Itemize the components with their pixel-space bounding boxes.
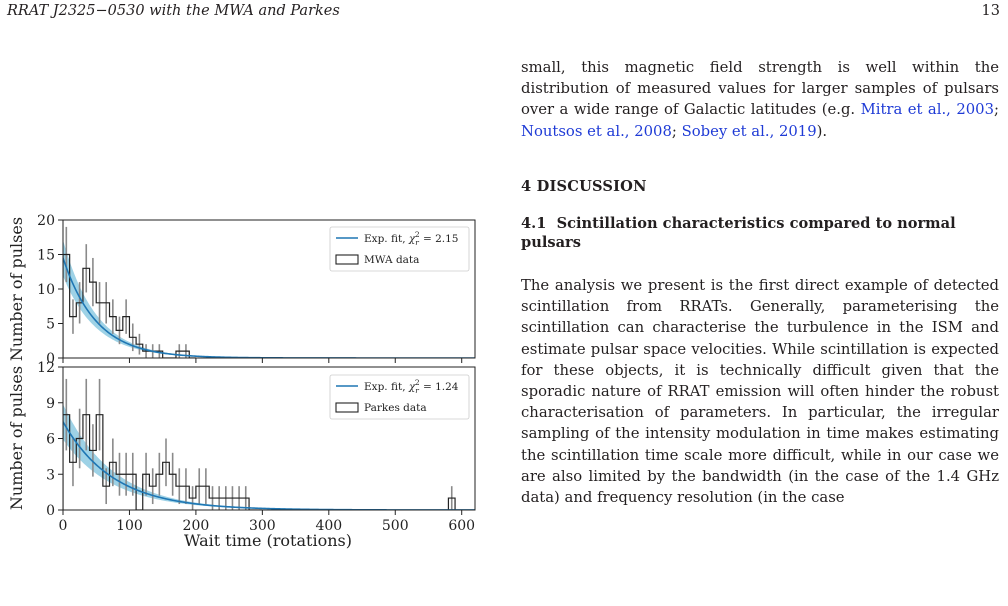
parkes-legend-box — [329, 374, 470, 420]
citation-separator: ; — [994, 101, 999, 119]
parkes-y-ticks: 0 3 6 9 12 — [37, 360, 63, 519]
running-header: RRAT J2325−0530 with the MWA and Parkes … — [0, 3, 1008, 25]
subsection-title: Scintillation characteristics compared t… — [521, 215, 956, 252]
parkes-y-tick-label: 6 — [46, 432, 55, 448]
mwa-legend-hist-label: MWA data — [364, 254, 419, 266]
parkes-fit-curve — [63, 421, 475, 510]
parkes-y-axis-label: Number of pulses — [7, 366, 26, 510]
mwa-x-ticks — [62, 358, 463, 363]
parkes-y-tick-label: 9 — [46, 396, 55, 412]
figure-wait-time-histograms: 0 5 10 15 20 Number of pulses Exp. fit, χr2 … — [0, 205, 490, 600]
paragraph-magnetic-field: small, this magnetic field strength is w… — [521, 57, 999, 142]
mwa-fit-curve — [63, 257, 475, 358]
parkes-x-tick-label: 100 — [116, 518, 143, 534]
paragraph-text: ). — [816, 122, 828, 140]
parkes-legend: Exp. fit, χr2 = 1.24 Parkes data — [329, 374, 470, 420]
citation-noutsos[interactable]: Noutsos et al., 2008 — [521, 122, 672, 140]
paragraph-text: small, this magnetic field strength is w… — [521, 59, 999, 119]
running-title: RRAT J2325−0530 with the MWA and Parkes — [7, 3, 340, 19]
paragraph-scintillation: The analysis we present is the first dir… — [521, 277, 999, 507]
citation-mitra[interactable]: Mitra et al., 2003 — [860, 101, 994, 119]
section-heading: 4 DISCUSSION — [521, 177, 647, 195]
mwa-y-tick-label: 5 — [46, 317, 55, 333]
mwa-legend: Exp. fit, χr2 = 2.15 MWA data — [329, 226, 470, 272]
parkes-y-tick-label: 0 — [46, 503, 55, 519]
citation-sobey[interactable]: Sobey et al., 2019 — [681, 122, 817, 140]
parkes-x-tick-label: 0 — [59, 518, 68, 534]
parkes-x-tick-label: 500 — [382, 518, 409, 534]
mwa-y-tick-label: 15 — [37, 248, 55, 264]
parkes-legend-fit-label: Exp. fit, χr2 = 1.24 — [364, 378, 459, 395]
x-axis-label: Wait time (rotations) — [184, 531, 352, 550]
subsection-heading: 4.1 Scintillation characteristics compar… — [521, 214, 991, 252]
parkes-confidence-band — [63, 404, 475, 510]
parkes-histogram-steps — [63, 414, 456, 510]
mwa-fit-line — [63, 257, 475, 358]
mwa-legend-box — [329, 226, 470, 272]
subsection-number: 4.1 — [521, 215, 547, 233]
parkes-x-tick-label: 600 — [448, 518, 475, 534]
mwa-y-tick-label: 20 — [37, 213, 55, 229]
parkes-legend-hist-label: Parkes data — [364, 402, 427, 414]
panel-parkes: 0 3 6 9 12 0 100 200 300 400 500 600 Number of pul… — [7, 360, 476, 550]
parkes-fit-line — [63, 421, 475, 510]
mwa-legend-hist-swatch — [335, 254, 359, 265]
mwa-histogram-steps — [63, 253, 196, 358]
parkes-band-area — [63, 404, 475, 510]
panel-mwa: 0 5 10 15 20 Number of pulses Exp. fit, χr2 … — [7, 213, 476, 367]
parkes-y-tick-label: 12 — [37, 360, 55, 376]
figure-svg: 0 5 10 15 20 Number of pulses Exp. fit, χr2 … — [7, 213, 476, 550]
parkes-legend-hist-swatch — [335, 402, 359, 413]
text-column: small, this magnetic field strength is w… — [521, 57, 999, 508]
page-number: 13 — [981, 3, 1000, 19]
parkes-histogram — [63, 414, 456, 510]
parkes-x-tick-label: 200 — [183, 518, 210, 534]
parkes-x-tick-label: 400 — [315, 518, 342, 534]
mwa-y-tick-label: 10 — [37, 282, 55, 298]
mwa-y-ticks: 0 5 10 15 20 — [37, 213, 63, 367]
mwa-y-tick-label: 0 — [46, 351, 55, 367]
mwa-y-axis-label: Number of pulses — [7, 217, 26, 361]
mwa-legend-fit-label: Exp. fit, χr2 = 2.15 — [364, 230, 459, 247]
citation-separator: ; — [671, 122, 682, 140]
mwa-error-bars — [65, 226, 187, 358]
parkes-y-tick-label: 3 — [46, 467, 55, 483]
mwa-histogram — [63, 253, 196, 358]
parkes-x-tick-label: 300 — [249, 518, 276, 534]
parkes-x-ticks: 0 100 200 300 400 500 600 — [59, 510, 475, 534]
